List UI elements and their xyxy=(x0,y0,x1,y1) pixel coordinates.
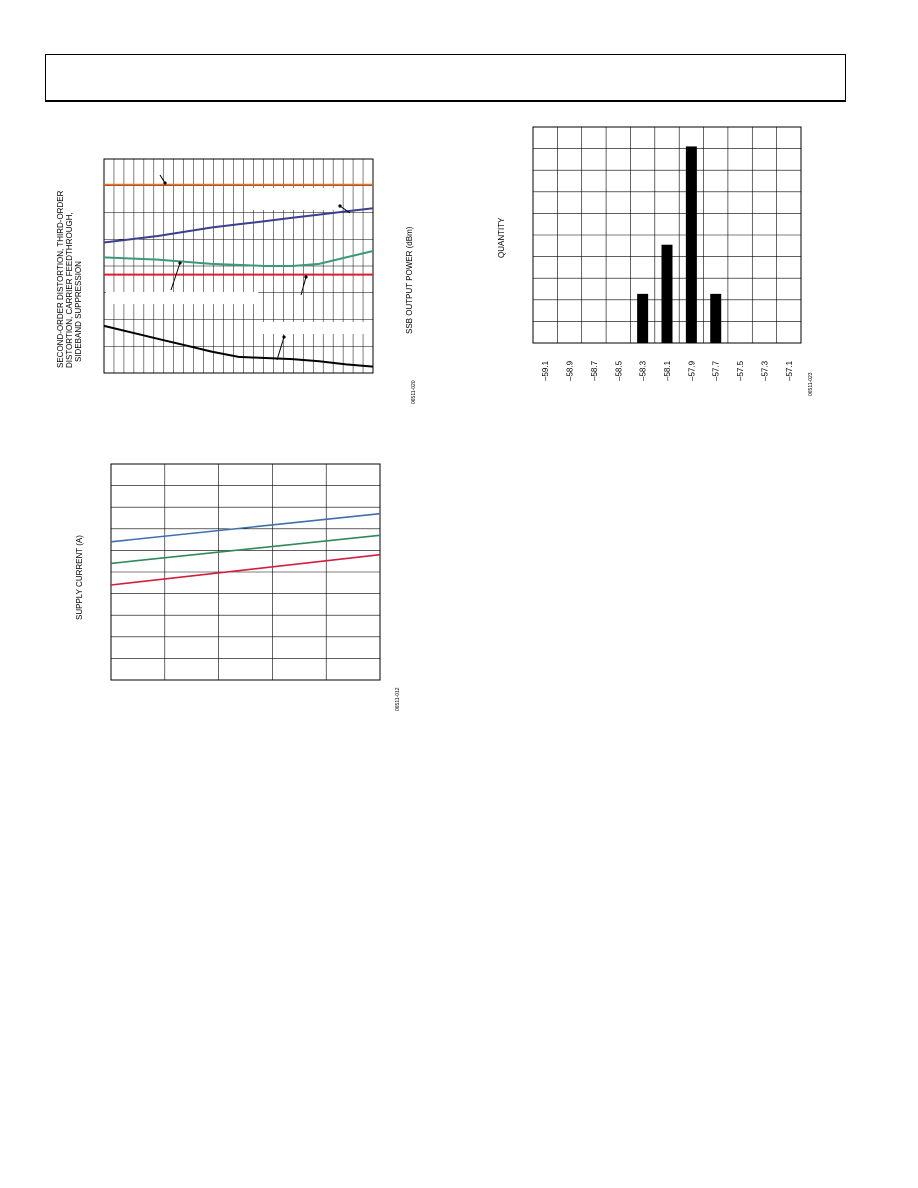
distortion-chart-label-blank xyxy=(262,322,372,334)
quantity-histogram-bar xyxy=(710,293,722,343)
distortion-chart-figure-code: 06511-020 xyxy=(411,380,417,404)
quantity-histogram-tick-label: –57.5 xyxy=(736,360,745,381)
quantity-histogram-tick-labels: –59.1 –58.9 –58.7 –58.5 –58.3 –58.1 –57.9 –57.7… xyxy=(541,360,794,381)
quantity-histogram-bar xyxy=(637,293,649,343)
quantity-histogram-bars xyxy=(637,146,722,343)
distortion-chart-arrow-head xyxy=(282,335,286,339)
distortion-chart-ylabel-2: DISTORTION, CARRIER FEEDTHROUGH, xyxy=(65,212,74,368)
distortion-chart-arrow-head xyxy=(178,261,182,265)
distortion-chart-annotation-arrow xyxy=(170,262,181,291)
quantity-histogram-tick-label: –57.9 xyxy=(687,360,696,381)
supply-current-chart-grid xyxy=(110,463,381,681)
distortion-chart-annotation-arrow xyxy=(276,336,285,361)
distortion-chart-label-blank xyxy=(249,188,341,210)
supply-current-chart-series-line xyxy=(110,512,381,543)
quantity-histogram-tick-label: –58.9 xyxy=(566,360,575,381)
supply-current-chart-series-line xyxy=(110,534,381,565)
distortion-chart-series-line xyxy=(103,324,374,368)
quantity-histogram-tick-label: –57.1 xyxy=(785,360,794,381)
distortion-chart-ylabel-1: SECOND-ORDER DISTORTION, THIRD-ORDER xyxy=(56,190,65,368)
distortion-chart-annotation-arrow xyxy=(300,276,307,296)
distortion-chart-arrow-head xyxy=(304,275,308,279)
supply-current-chart-figure-code: 06511-012 xyxy=(395,687,401,711)
distortion-chart-series-line xyxy=(103,250,374,267)
quantity-histogram-bar xyxy=(661,244,673,343)
distortion-chart-ylabel-3: SIDEBAND SUPPRESSION xyxy=(74,261,83,362)
quantity-histogram-tick-label: –57.7 xyxy=(712,360,721,381)
quantity-histogram-tick-label: –57.3 xyxy=(761,360,770,381)
distortion-chart-label-blank xyxy=(106,292,258,304)
distortion-chart-series xyxy=(103,174,374,368)
distortion-chart-y2label: SSB OUTPUT POWER (dBm) xyxy=(405,226,414,334)
quantity-histogram-tick-label: –59.1 xyxy=(541,360,550,381)
quantity-histogram-tick-label: –58.5 xyxy=(614,360,623,381)
distortion-chart-grid xyxy=(103,158,374,374)
supply-current-chart-series xyxy=(110,512,381,586)
distortion-chart-arrow-head xyxy=(338,204,342,208)
distortion-chart-series-line xyxy=(103,207,374,244)
quantity-histogram-tick-label: –58.7 xyxy=(590,360,599,381)
supply-current-chart-series-line xyxy=(110,553,381,586)
distortion-chart-arrow-head xyxy=(163,181,167,185)
quantity-histogram-bar xyxy=(685,146,697,343)
distortion-chart-annotation-arrow xyxy=(339,205,351,214)
quantity-histogram-tick-label: –58.3 xyxy=(639,360,648,381)
quantity-histogram-tick-label: –58.1 xyxy=(663,360,672,381)
quantity-histogram-figure-code: 06511-023 xyxy=(808,372,814,396)
quantity-histogram-ylabel: QUANTITY xyxy=(497,217,506,258)
page-header-frame xyxy=(45,54,846,102)
supply-current-chart-ylabel: SUPPLY CURRENT (A) xyxy=(75,535,84,620)
